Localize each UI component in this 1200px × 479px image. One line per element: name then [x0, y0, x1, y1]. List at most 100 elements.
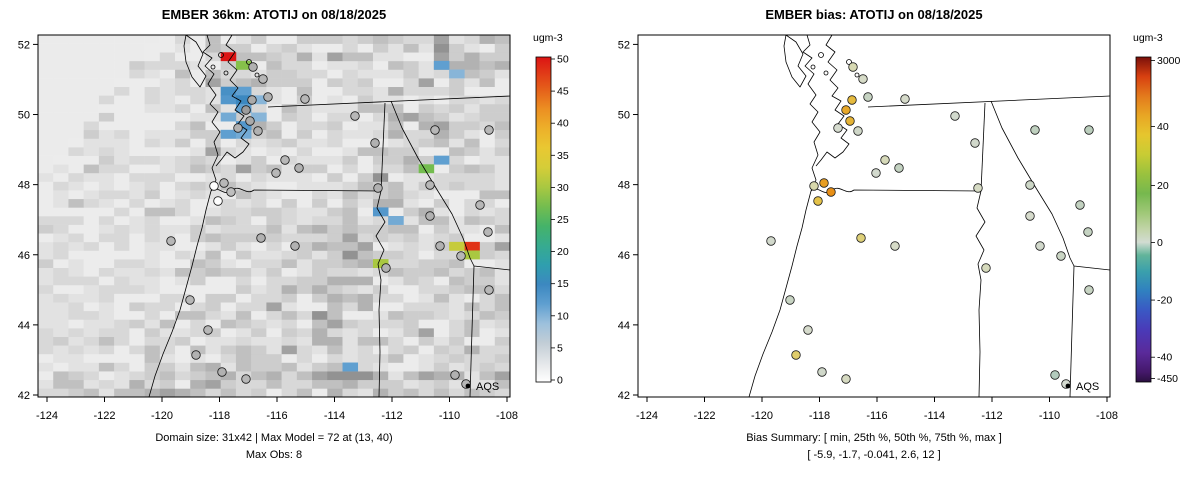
raster-cell: [494, 155, 510, 165]
raster-cell: [38, 198, 54, 208]
raster-cell: [190, 302, 206, 312]
raster-cell: [327, 267, 343, 277]
raster-cell: [220, 69, 237, 79]
raster-cell: [53, 293, 69, 303]
raster-cell: [175, 35, 191, 44]
raster-cell: [129, 147, 145, 156]
raster-cell: [53, 353, 69, 363]
raster-cell: [159, 276, 176, 286]
raster-cell: [220, 78, 237, 88]
raster-cell: [144, 310, 161, 320]
raster-cell: [418, 345, 435, 355]
raster-cell: [251, 198, 267, 208]
raster-cell: [129, 43, 145, 53]
raster-cell: [494, 207, 510, 217]
raster-cell: [494, 164, 510, 174]
raster-cell: [190, 371, 206, 381]
raster-cell: [53, 388, 69, 397]
raster-cell: [281, 250, 298, 260]
station-marker: [973, 183, 983, 193]
map-border-path: [183, 35, 207, 88]
raster-cell: [494, 86, 510, 96]
raster-cell: [494, 78, 510, 88]
raster-cell: [251, 60, 267, 70]
raster-cell: [312, 69, 328, 79]
raster-cell: [281, 181, 298, 191]
raster-cell: [479, 198, 496, 208]
station-marker: [845, 116, 855, 126]
raster-cell: [312, 95, 328, 105]
raster-cell: [449, 310, 465, 320]
raster-cell: [159, 284, 176, 294]
raster-cell: [357, 336, 374, 346]
raster-cell: [312, 284, 328, 294]
raster-cell: [403, 267, 419, 277]
raster-cell: [403, 233, 419, 243]
raster-cell: [388, 241, 404, 251]
raster-cell: [114, 43, 130, 53]
raster-cell: [220, 336, 237, 346]
colorbar-tick-label: -20: [1157, 295, 1172, 307]
raster-cell: [312, 259, 328, 269]
raster-cell: [114, 69, 130, 79]
raster-cell: [144, 95, 161, 105]
raster-cell: [205, 233, 222, 243]
raster-cell: [235, 284, 252, 294]
raster-cell: [266, 129, 282, 139]
raster-cell: [494, 259, 510, 269]
raster-cell: [464, 138, 480, 148]
raster-cell: [403, 112, 419, 122]
raster-cell: [296, 379, 313, 389]
raster-cell: [68, 276, 84, 286]
raster-cell: [342, 302, 359, 312]
raster-cell: [159, 336, 176, 346]
raster-cell: [159, 190, 176, 200]
island-outline: [246, 59, 252, 65]
bias-summary-caption: Bias Summary: [ min, 25th %, 50th %, 75t…: [746, 432, 1002, 444]
raster-cell: [327, 293, 343, 303]
raster-cell: [235, 164, 252, 174]
raster-cell: [251, 147, 267, 156]
raster-cell: [114, 328, 130, 337]
raster-cell: [296, 353, 313, 363]
raster-cell: [190, 362, 206, 372]
raster-cell: [433, 147, 450, 156]
raster-cell: [129, 216, 145, 225]
raster-cell: [479, 259, 496, 269]
raster-cell: [296, 138, 313, 148]
raster-cell: [342, 216, 359, 225]
raster-cell: [479, 138, 496, 148]
raster-cell: [357, 147, 374, 156]
raster-cell: [175, 379, 191, 389]
raster-cell: [281, 224, 298, 234]
raster-cell: [220, 267, 237, 277]
raster-cell: [159, 164, 176, 174]
raster-cell: [266, 172, 282, 182]
raster-cell: [251, 319, 267, 329]
raster-cell-highlight: [449, 241, 465, 251]
map-border-path: [380, 102, 386, 192]
raster-cell: [433, 69, 450, 79]
raster-cell: [251, 190, 267, 200]
raster-cell: [53, 345, 69, 355]
raster-cell: [312, 60, 328, 70]
raster-cell: [357, 328, 374, 337]
raster-cell: [372, 216, 389, 225]
raster-cell: [449, 284, 465, 294]
station-marker: [456, 251, 466, 261]
station-marker: [350, 111, 360, 121]
raster-cell: [98, 379, 115, 389]
raster-cell: [296, 216, 313, 225]
raster-cell: [281, 52, 298, 62]
raster-cell: [53, 103, 69, 113]
raster-cell: [129, 207, 145, 217]
raster-cell: [494, 310, 510, 320]
raster-cell: [159, 319, 176, 329]
raster-cell: [53, 69, 69, 79]
raster-cell: [220, 319, 237, 329]
raster-cell: [235, 362, 252, 372]
raster-cell: [357, 388, 374, 397]
raster-cell: [479, 302, 496, 312]
raster-cell: [327, 198, 343, 208]
